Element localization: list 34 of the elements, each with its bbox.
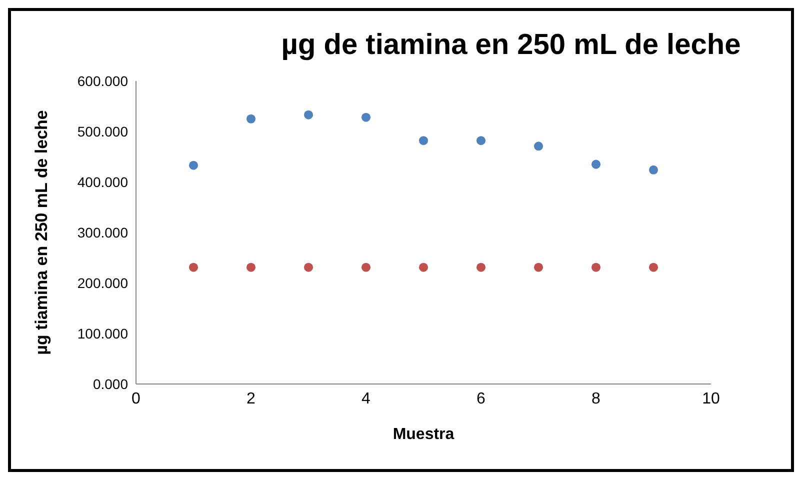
point <box>361 262 371 272</box>
y-tick-label: 300.000 <box>77 224 128 240</box>
y-tick-label: 400.000 <box>77 174 128 190</box>
x-axis-title: Muestra <box>392 426 454 443</box>
point <box>648 165 658 174</box>
point <box>304 110 314 120</box>
x-tick-label: 10 <box>702 390 720 408</box>
x-tick-label: 8 <box>592 390 601 408</box>
x-tick-label: 6 <box>476 390 486 408</box>
y-tick-label: 600.000 <box>77 72 128 89</box>
x-tick-label: 2 <box>246 390 256 408</box>
point <box>476 262 486 272</box>
chart-title: µg de tiamina en 250 mL de leche <box>280 29 742 62</box>
point <box>591 262 601 272</box>
y-tick-label: 500.000 <box>77 123 128 140</box>
point <box>418 136 428 146</box>
x-tick-label: 4 <box>362 390 371 408</box>
point <box>648 262 658 272</box>
point <box>188 262 198 272</box>
point <box>246 262 256 272</box>
y-axis-title: µg tiamina en 250 mL de leche <box>32 110 52 355</box>
point <box>476 136 486 146</box>
point <box>246 114 256 124</box>
point <box>418 262 428 272</box>
point <box>591 160 601 169</box>
point <box>534 262 544 272</box>
y-tick-label: 0.000 <box>92 376 128 392</box>
point <box>361 112 371 122</box>
x-tick-label: 0 <box>132 390 141 408</box>
y-tick-label: 200.000 <box>77 274 128 291</box>
point <box>188 160 198 170</box>
y-tick-label: 100.000 <box>77 325 128 342</box>
point <box>534 142 544 151</box>
point <box>304 262 314 272</box>
